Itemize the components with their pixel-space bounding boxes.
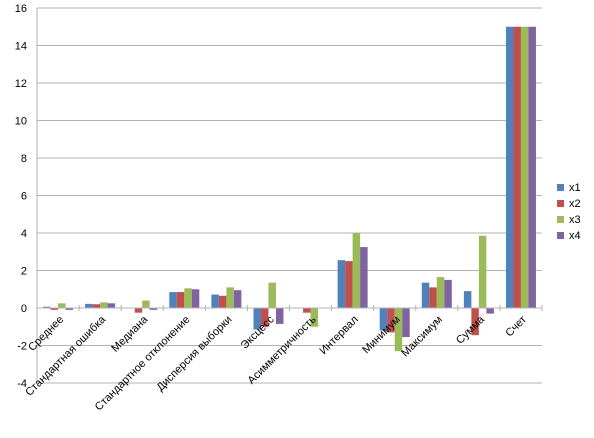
- legend-swatch-x2: [557, 200, 564, 207]
- x-tick-label: Счет: [503, 314, 529, 340]
- bars: [43, 26, 536, 352]
- y-axis-tick-labels: -4 -2 0 2 4 6 8 10 12 14 16: [15, 3, 27, 390]
- bar-x2-cat-7: [345, 261, 353, 308]
- y-tick-label: 16: [15, 3, 27, 15]
- bar-x4-cat-5: [275, 308, 284, 324]
- bar-x4-cat-0: [65, 308, 74, 310]
- bar-x1-cat-3: [169, 292, 177, 308]
- legend-label-x2: x2: [569, 198, 581, 210]
- bar-x3-cat-3: [184, 288, 192, 308]
- x-tick-label: Сумма: [454, 313, 488, 347]
- bar-x1-cat-9: [421, 282, 430, 308]
- bar-x2-cat-3: [176, 292, 185, 308]
- bar-x4-cat-11: [528, 26, 536, 308]
- bar-x4-cat-9: [444, 279, 452, 308]
- legend-label-x3: x3: [569, 214, 581, 226]
- bar-x3-cat-7: [352, 233, 361, 308]
- bar-x3-cat-4: [226, 287, 234, 308]
- bar-x1-cat-5: [253, 308, 261, 330]
- bar-x1-cat-7: [337, 260, 346, 308]
- y-tick-label: 6: [21, 191, 27, 203]
- bar-x4-cat-10: [486, 308, 494, 314]
- bar-x4-cat-8: [402, 308, 410, 338]
- bar-x4-cat-1: [107, 303, 116, 308]
- bar-x2-cat-11: [513, 26, 521, 308]
- bar-x3-cat-1: [100, 302, 108, 308]
- y-tick-label: 0: [21, 303, 27, 315]
- bar-x3-cat-5: [268, 282, 276, 308]
- y-tick-label: 4: [21, 228, 27, 240]
- bar-x2-cat-10: [471, 308, 479, 336]
- bar-x1-cat-1: [85, 303, 93, 308]
- axes: [36, 8, 543, 383]
- legend-swatch-x4: [557, 232, 564, 239]
- bar-x2-cat-6: [303, 308, 311, 313]
- bar-x4-cat-2: [149, 308, 158, 310]
- bar-x1-cat-8: [379, 308, 388, 331]
- bar-x3-cat-2: [142, 300, 150, 308]
- bar-x1-cat-0: [43, 306, 51, 308]
- bar-x2-cat-9: [429, 287, 437, 308]
- x-tick-label: Интервал: [317, 314, 360, 357]
- legend-label-x1: x1: [569, 182, 581, 194]
- bar-x2-cat-5: [260, 308, 269, 327]
- bar-x3-cat-6: [310, 308, 319, 327]
- bar-x3-cat-8: [394, 308, 403, 352]
- y-tick-label: 10: [15, 116, 27, 128]
- x-tick-label: Стандартная ошибка: [23, 313, 109, 399]
- bar-x2-cat-0: [50, 308, 59, 310]
- x-tick-label: Медиана: [109, 313, 151, 355]
- y-tick-label: 14: [15, 41, 27, 53]
- bar-x1-cat-10: [463, 291, 472, 308]
- legend-swatch-x3: [557, 216, 564, 223]
- legend-swatch-x1: [557, 184, 564, 191]
- bar-x2-cat-4: [218, 295, 227, 308]
- y-tick-label: -4: [17, 378, 27, 390]
- bar-x2-cat-1: [92, 304, 101, 308]
- bar-x2-cat-8: [387, 308, 395, 333]
- bar-x4-cat-7: [360, 247, 368, 308]
- y-tick-label: -2: [17, 341, 27, 353]
- bar-x1-cat-11: [505, 26, 514, 308]
- y-tick-label: 12: [15, 78, 27, 90]
- bar-x2-cat-2: [134, 308, 143, 313]
- y-tick-label: 8: [21, 153, 27, 165]
- legend-label-x4: x4: [569, 230, 581, 242]
- x-tick-label: Среднее: [26, 314, 66, 354]
- y-tick-label: 2: [21, 266, 27, 278]
- bar-x1-cat-4: [211, 294, 219, 308]
- bar-x3-cat-10: [478, 235, 487, 308]
- bar-x3-cat-9: [436, 277, 445, 308]
- bar-x4-cat-3: [191, 289, 200, 308]
- bar-x3-cat-0: [58, 303, 66, 308]
- bar-x3-cat-11: [520, 26, 529, 308]
- legend: x1 x2 x3 x4: [557, 182, 581, 242]
- bar-x4-cat-4: [233, 290, 242, 308]
- x-tick-label: Дисперсия выборки: [154, 314, 234, 394]
